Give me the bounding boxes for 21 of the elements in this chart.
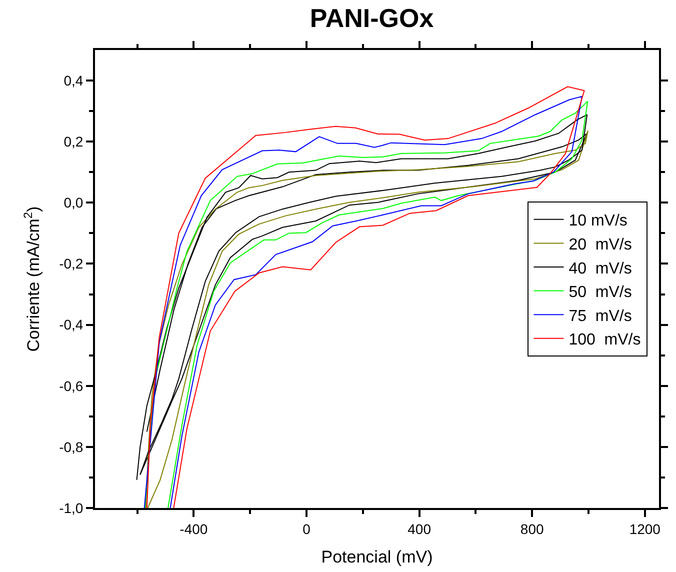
y-tick-label: -0,4 — [59, 316, 84, 333]
x-tick-label: -400 — [180, 520, 208, 537]
y-tick-label: -0,6 — [59, 378, 84, 394]
y-tick-label: -0,2 — [59, 256, 84, 272]
y-tick-label: 0,0 — [64, 194, 84, 211]
legend-label: 20 mV/s — [568, 236, 632, 254]
legend-label: 100 mV/s — [568, 332, 641, 349]
y-tick-label: -0,8 — [59, 438, 84, 455]
legend-label: 10 mV/s — [568, 212, 628, 230]
x-tick-label: 400 — [408, 520, 432, 537]
legend-label: 75 mV/s — [568, 308, 632, 325]
legend-label: 50 mV/s — [568, 284, 632, 302]
x-tick-label: 800 — [520, 520, 544, 537]
x-tick-label: 0 — [302, 520, 311, 537]
y-tick-label: 0,4 — [64, 72, 84, 88]
y-tick-label: 0,2 — [64, 134, 84, 150]
legend-label: 40 mV/s — [568, 260, 632, 278]
x-axis-title: Potencial (mV) — [321, 548, 433, 567]
x-tick-label: 1200 — [629, 520, 661, 537]
chart-title: PANI-GOx — [310, 2, 434, 33]
y-tick-label: -1,0 — [59, 500, 84, 516]
